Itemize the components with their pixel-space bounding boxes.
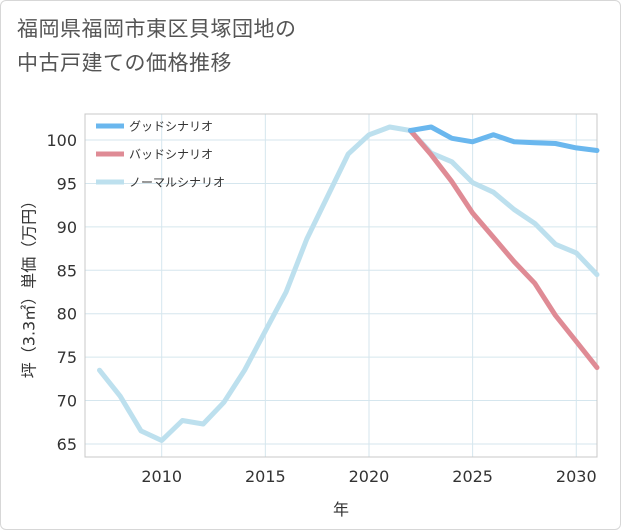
y-tick-label: 90 (57, 218, 77, 237)
chart-title: 福岡県福岡市東区貝塚団地の 中古戸建ての価格推移 (17, 12, 537, 80)
legend-label: ノーマルシナリオ (129, 176, 225, 190)
x-tick-label: 2025 (452, 467, 493, 486)
series-layer (97, 124, 600, 443)
y-tick-label: 65 (57, 435, 77, 454)
y-tick-label: 100 (46, 131, 77, 150)
series-line-1 (407, 124, 600, 153)
chart-title-line2: 中古戸建ての価格推移 (17, 51, 232, 75)
y-tick-label: 95 (57, 174, 77, 193)
y-axis-label: 坪（3.3㎡）単価（万円） (20, 193, 39, 378)
y-tick-label: 70 (57, 392, 77, 411)
legend-label: グッドシナリオ (129, 120, 213, 134)
plot-border (84, 113, 598, 458)
x-tick-label: 2020 (349, 467, 390, 486)
legend-label: バッドシナリオ (129, 148, 213, 162)
y-tick-label: 85 (57, 261, 77, 280)
series-line-2 (407, 128, 600, 371)
x-tick-label: 2030 (556, 467, 597, 486)
chart-title-line1: 福岡県福岡市東区貝塚団地の (17, 17, 297, 41)
y-tick-label: 80 (57, 305, 77, 324)
series-line-3 (97, 124, 600, 443)
x-tick-label: 2015 (245, 467, 286, 486)
grid (85, 114, 597, 457)
y-tick-label: 75 (57, 348, 77, 367)
x-tick-label: 2010 (141, 467, 182, 486)
x-axis-ticks: 2010 2015 2020 2025 2030 (141, 467, 596, 486)
x-axis-label: 年 (333, 500, 349, 519)
y-axis-ticks: 65 70 75 80 85 90 95 100 (46, 131, 77, 454)
